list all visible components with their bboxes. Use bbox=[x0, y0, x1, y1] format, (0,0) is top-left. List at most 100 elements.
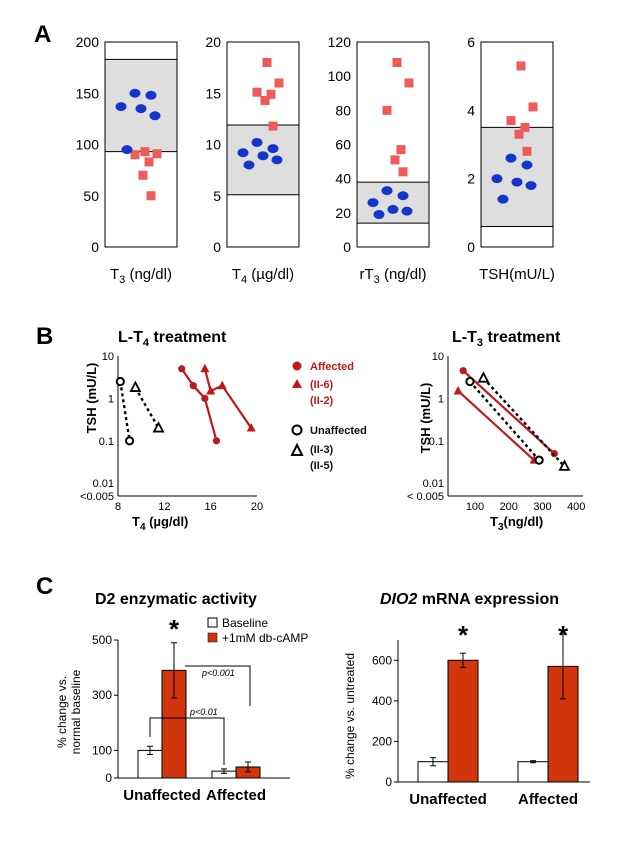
x-tick-label: 100 bbox=[466, 501, 484, 513]
y-tick-label: 400 bbox=[372, 694, 392, 708]
unaffected-point bbox=[387, 204, 399, 214]
affected-point bbox=[514, 129, 524, 139]
panel-c-left-ylabel-1: % change vs. bbox=[55, 676, 69, 748]
unaffected-point bbox=[237, 148, 249, 158]
category-label: Affected bbox=[206, 787, 266, 804]
x-label-main: rT bbox=[360, 266, 374, 283]
unaffected-point bbox=[401, 206, 413, 216]
x-tick-label: 200 bbox=[500, 501, 518, 513]
series-point-affected-circle bbox=[459, 367, 467, 375]
series-point-affected-circle bbox=[212, 437, 221, 445]
unaffected-point bbox=[267, 144, 279, 154]
unaffected-point bbox=[381, 186, 393, 196]
y-tick-label: 120 bbox=[328, 34, 352, 50]
panel-letter-b: B bbox=[36, 323, 53, 350]
x-label-sub: 3 bbox=[374, 274, 380, 286]
legend-affected-id-2: (II-2) bbox=[310, 395, 334, 407]
x-axis-label: T3 (ng/dl) bbox=[110, 266, 172, 286]
series-line-unaffected-triangle bbox=[134, 386, 160, 429]
y-tick-label: 0.01 bbox=[423, 478, 444, 490]
y-tick-label: 500 bbox=[92, 633, 112, 647]
affected-point bbox=[404, 78, 414, 88]
legend-unaffected-id-1: (II-3) bbox=[310, 444, 334, 456]
y-tick-label: < 0.005 bbox=[407, 491, 444, 503]
y-tick-label: 60 bbox=[335, 137, 351, 153]
series-point-unaffected-triangle bbox=[558, 459, 571, 471]
dio2-mrna-title: DIO2 mRNA expression bbox=[380, 591, 559, 608]
y-tick-label: 2 bbox=[467, 171, 475, 187]
x-tick-label: 300 bbox=[533, 501, 551, 513]
unaffected-point bbox=[257, 151, 269, 161]
l-t4-treatment-title: L-T4 treatment bbox=[118, 329, 227, 349]
series-point-affected-circle bbox=[189, 382, 197, 390]
panel-b-left-ylabel: TSH (mU/L) bbox=[84, 363, 99, 434]
legend-unaffected-triangle bbox=[290, 442, 304, 456]
affected-point bbox=[516, 61, 526, 71]
series-point-affected-triangle bbox=[200, 363, 210, 373]
unaffected-point bbox=[525, 181, 537, 190]
y-tick-label: 80 bbox=[335, 102, 351, 118]
unaffected-point bbox=[115, 102, 127, 112]
x-tick-label: 8 bbox=[115, 501, 121, 513]
y-tick-label: 15 bbox=[205, 85, 221, 101]
y-tick-label: 0.01 bbox=[93, 478, 114, 490]
unaffected-point bbox=[521, 160, 533, 170]
normal-range-band bbox=[481, 127, 553, 227]
category-label: Unaffected bbox=[123, 787, 201, 804]
legend-cAMP-label: +1mM db-cAMP bbox=[222, 631, 308, 645]
x-label-rest: (ng/dl) bbox=[125, 266, 172, 283]
series-line-unaffected-circle bbox=[119, 381, 131, 442]
affected-point bbox=[138, 170, 148, 180]
panel-b-right-xlabel: T3(ng/dl) bbox=[490, 514, 543, 533]
x-tick-label: 400 bbox=[567, 501, 585, 513]
series-point-affected-circle bbox=[201, 394, 209, 403]
legend-affected-circle bbox=[292, 361, 302, 371]
y-tick-label: 0 bbox=[213, 239, 221, 255]
affected-point bbox=[268, 121, 278, 131]
affected-point bbox=[506, 116, 516, 126]
affected-point bbox=[144, 157, 154, 167]
unaffected-point bbox=[491, 174, 503, 184]
x-label-sub: 3 bbox=[119, 274, 125, 286]
unaffected-point bbox=[373, 210, 385, 220]
y-tick-label: <0.005 bbox=[80, 491, 114, 503]
y-tick-label: 600 bbox=[372, 653, 392, 667]
panel-c-left-ylabel-2: normal baseline bbox=[69, 669, 83, 754]
x-axis-label: T4 (µg/dl) bbox=[232, 266, 294, 286]
y-tick-label: 0 bbox=[91, 239, 99, 255]
y-tick-label: 0 bbox=[467, 239, 475, 255]
unaffected-point bbox=[251, 137, 263, 147]
legend-cAMP-swatch bbox=[207, 632, 218, 643]
panel-b-legend: Affected (II-6) (II-2) Unaffected (II-3)… bbox=[290, 361, 367, 472]
category-label: Affected bbox=[518, 791, 578, 808]
affected-point bbox=[130, 150, 140, 160]
plot-frame bbox=[356, 41, 430, 248]
legend-affected-label: Affected bbox=[310, 361, 354, 373]
y-tick-label: 6 bbox=[467, 34, 475, 50]
l-t3-treatment-title: L-T3 treatment bbox=[452, 329, 561, 349]
legend-affected-id-1: (II-6) bbox=[310, 379, 334, 391]
unaffected-point bbox=[149, 111, 161, 121]
series-line-unaffected-triangle bbox=[482, 377, 566, 468]
d2-activity-title: D2 enzymatic activity bbox=[95, 591, 257, 608]
affected-point bbox=[262, 58, 272, 67]
legend-unaffected-circle bbox=[291, 424, 303, 436]
y-tick-label: 1 bbox=[438, 393, 444, 405]
affected-point bbox=[392, 58, 402, 67]
affected-point bbox=[152, 149, 162, 159]
unaffected-point bbox=[505, 153, 517, 163]
y-tick-label: 200 bbox=[76, 34, 100, 50]
y-tick-label: 10 bbox=[102, 351, 114, 363]
significance-star: * bbox=[169, 614, 180, 644]
unaffected-point bbox=[511, 177, 523, 187]
y-tick-label: 0.1 bbox=[429, 436, 444, 448]
affected-point bbox=[252, 87, 262, 97]
plot-frame bbox=[480, 41, 554, 248]
unaffected-point bbox=[243, 160, 255, 170]
series-point-unaffected-triangle bbox=[129, 380, 142, 392]
series-line-affected-triangle bbox=[203, 368, 253, 429]
legend-baseline-label: Baseline bbox=[222, 616, 268, 630]
